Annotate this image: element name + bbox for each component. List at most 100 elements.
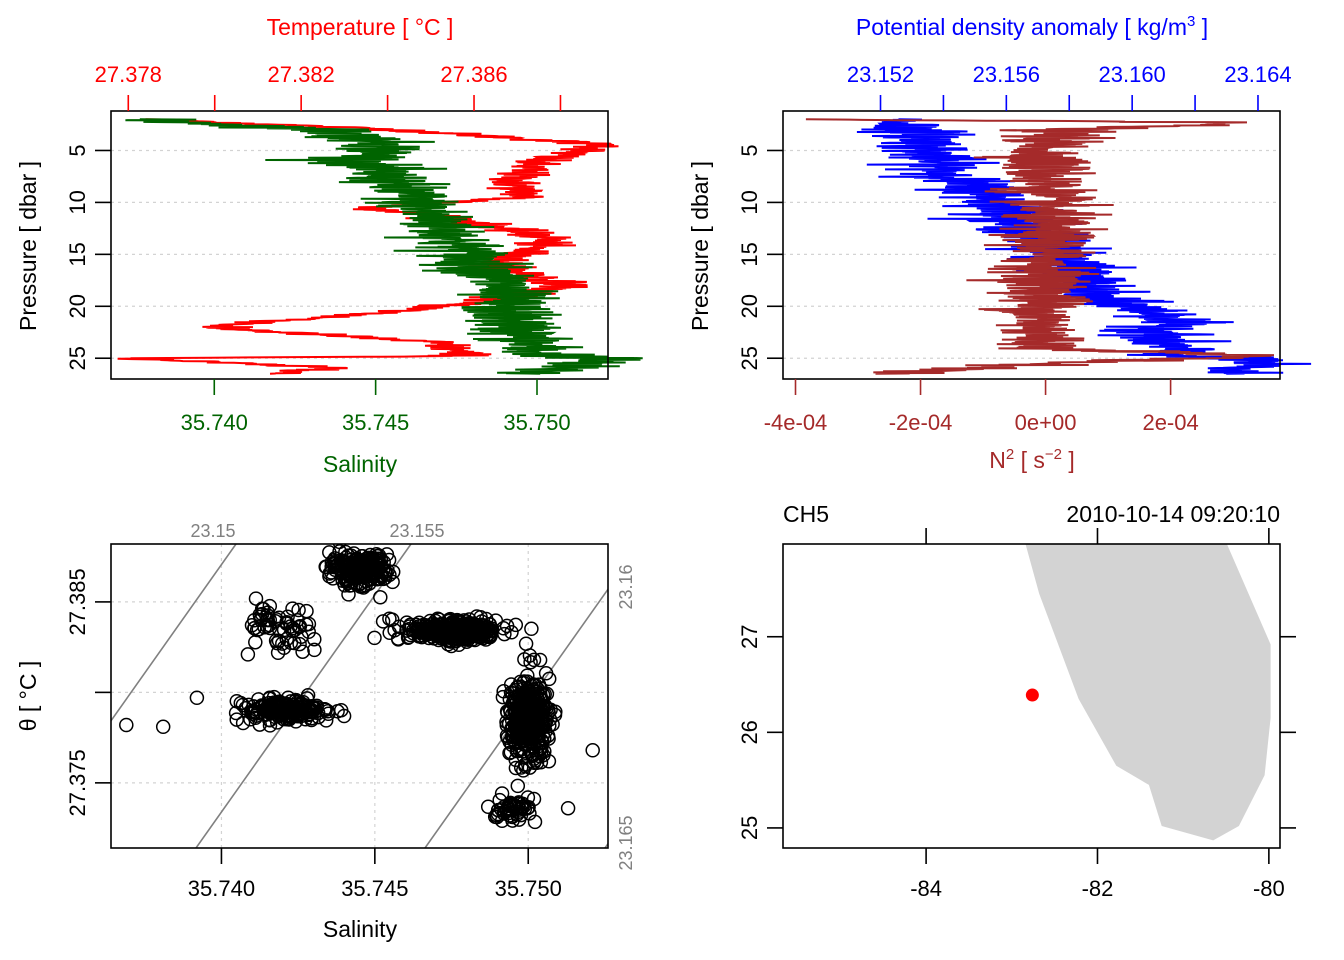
data-point <box>284 703 300 719</box>
data-point <box>509 807 525 822</box>
data-point <box>429 627 445 642</box>
data-point <box>502 745 517 761</box>
data-point <box>522 723 537 739</box>
data-point <box>119 717 134 733</box>
bottom-axis-n2: -4e-04 -2e-04 0e+00 2e-04 <box>764 379 1199 435</box>
data-point <box>535 687 551 703</box>
data-point <box>307 642 322 658</box>
data-point <box>367 630 382 646</box>
data-point <box>341 587 356 602</box>
data-point <box>515 702 530 717</box>
y-axis-title: Pressure [ dbar ] <box>15 161 41 331</box>
data-point <box>402 621 417 637</box>
isopycnal-lines <box>111 544 608 848</box>
data-point <box>505 728 520 744</box>
data-point <box>504 625 519 640</box>
x-tick-label: 35.745 <box>341 876 408 901</box>
y-tick-label: 25 <box>737 346 762 370</box>
data-point <box>523 654 538 670</box>
data-point <box>513 760 529 775</box>
data-point <box>535 734 550 750</box>
y-tick-label: 10 <box>65 190 90 214</box>
y-tick-label: 20 <box>737 294 762 318</box>
panel-ts-diagram: 23.15 23.155 23.16 23.165 35.740 35.745 35.75… <box>15 521 636 942</box>
data-point <box>512 742 528 758</box>
data-point <box>503 677 519 692</box>
data-point <box>295 644 310 659</box>
isopycnal-line <box>111 544 237 723</box>
data-point <box>431 621 447 636</box>
y-tick-label: 25 <box>737 816 762 840</box>
data-point <box>354 549 370 564</box>
superscript: 3 <box>1187 13 1195 30</box>
bottom-tick-label: 35.745 <box>342 410 409 435</box>
data-point <box>275 636 290 651</box>
data-point <box>521 729 536 745</box>
y-tick-label: 5 <box>737 144 762 156</box>
station-point <box>1025 688 1039 702</box>
data-point <box>494 786 510 801</box>
isopycnal-line <box>604 842 608 848</box>
data-point <box>480 799 496 815</box>
plot-frame <box>110 110 609 380</box>
data-point <box>336 708 352 724</box>
superscript: 2 <box>1006 446 1014 463</box>
data-point <box>291 602 306 618</box>
y-tick-label: 27.385 <box>65 568 90 635</box>
series-line-n2 <box>805 118 1275 375</box>
data-point <box>240 647 256 662</box>
data-point <box>279 631 295 647</box>
top-axis-title-text: Potential density anomaly [ kg/m <box>856 14 1187 40</box>
y-tick-label: 5 <box>65 144 90 156</box>
data-point <box>441 632 456 648</box>
data-point <box>327 559 342 575</box>
y-tick-label: 25 <box>65 346 90 370</box>
data-point <box>450 614 466 629</box>
top-axis-density: 23.152 23.156 23.160 23.164 <box>847 62 1292 111</box>
y-axis-title: θ [ °C ] <box>15 661 41 732</box>
x-tick-label: -84 <box>910 876 942 901</box>
profile-series <box>805 118 1312 375</box>
data-point <box>510 778 526 794</box>
data-point <box>318 702 333 718</box>
top-tick-label: 23.160 <box>1099 62 1166 87</box>
series-line-temperature <box>117 118 619 375</box>
profile-series <box>117 118 643 375</box>
unit-close: ] <box>1062 447 1075 473</box>
n2-symbol: N <box>989 447 1006 473</box>
bottom-axis-salinity: 35.740 35.745 35.750 <box>181 379 571 435</box>
data-point <box>508 617 524 633</box>
data-point <box>502 802 518 818</box>
data-point <box>400 630 416 646</box>
plot-frame <box>782 543 1281 849</box>
data-point <box>419 619 435 635</box>
plot-frame <box>110 543 609 849</box>
data-point <box>291 619 307 635</box>
left-axis-pressure: 5 10 15 20 25 <box>737 144 783 370</box>
y-axis-theta: 27.375 27.385 <box>65 568 111 817</box>
data-point <box>373 590 388 605</box>
data-point <box>342 562 357 577</box>
top-axis-temperature: 27.378 27.382 27.386 <box>95 62 562 111</box>
data-point <box>238 700 253 716</box>
data-point <box>501 797 517 813</box>
data-point <box>524 726 540 741</box>
data-point <box>321 706 336 722</box>
data-point <box>371 571 387 587</box>
x-tick-label: 35.750 <box>495 876 562 901</box>
data-point <box>155 719 171 735</box>
bottom-axis-title: Salinity <box>323 451 398 477</box>
panel-density-n2-profile: 23.152 23.156 23.160 23.164 -4e-04 -2e-04 0e+… <box>687 13 1312 473</box>
bottom-axis-title: N2 [ s−2 ] <box>989 446 1075 473</box>
data-point <box>254 606 270 622</box>
y-tick-label: 10 <box>737 190 762 214</box>
data-point <box>524 621 539 637</box>
data-point <box>508 760 524 776</box>
y-tick-label: 27.375 <box>65 749 90 816</box>
plot-frame <box>782 110 1281 380</box>
isopycnal-labels: 23.15 23.155 23.16 23.165 <box>190 521 636 871</box>
data-point <box>458 629 474 644</box>
data-point <box>517 674 532 689</box>
data-point <box>504 713 520 728</box>
top-tick-label: 27.386 <box>440 62 507 87</box>
